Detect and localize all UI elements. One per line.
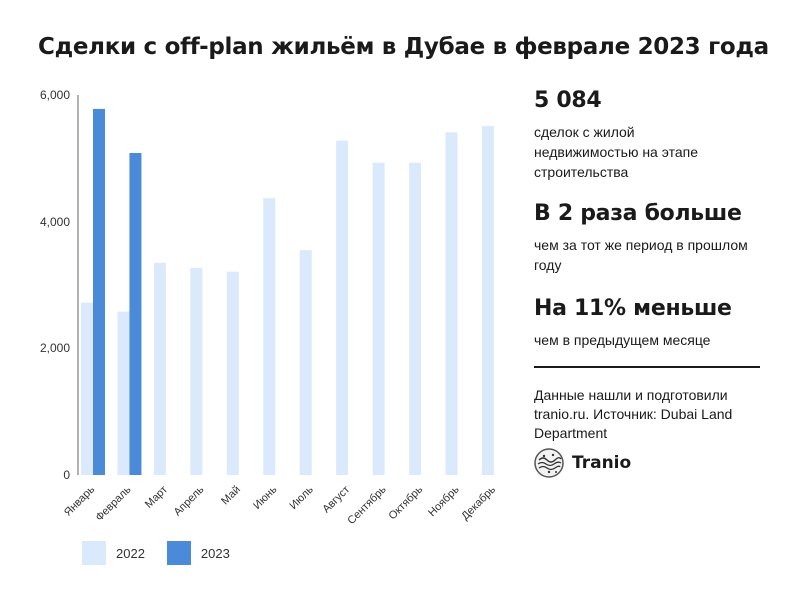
y-tick-label: 4,000 xyxy=(40,215,70,229)
bar-2022-3 xyxy=(153,262,166,475)
stat-deals: 5 084 сделок с жилой недвижимостью на эт… xyxy=(534,86,774,182)
x-tick-label: Апрель xyxy=(172,483,207,518)
legend-item-2022: 2022 xyxy=(82,541,145,565)
x-tick-label: Февраль xyxy=(93,483,133,523)
stat-mom: На 11% меньше чем в предыдущем месяце xyxy=(534,294,774,350)
legend-label-2023: 2023 xyxy=(200,545,230,561)
stat-value: На 11% меньше xyxy=(534,296,732,321)
x-tick-label: Декабрь xyxy=(459,483,498,522)
x-tick-label: Ноябрь xyxy=(426,483,462,519)
legend-item-2023: 2023 xyxy=(166,541,230,565)
x-tick-label: Март xyxy=(143,484,170,511)
divider xyxy=(534,366,760,368)
legend-swatch-2023 xyxy=(166,541,191,565)
bar-2022-5 xyxy=(226,271,239,475)
bar-2022-1 xyxy=(81,302,93,475)
x-tick-label: Сентябрь xyxy=(345,483,389,527)
stat-value: 5 084 xyxy=(534,88,602,113)
x-tick-label: Май xyxy=(219,484,243,508)
stat-yoy: В 2 раза больше чем за тот же период в п… xyxy=(534,199,774,275)
bar-2022-7 xyxy=(299,250,312,475)
stat-description: чем в предыдущем месяце xyxy=(534,332,711,348)
stats-panel: 5 084 сделок с жилой недвижимостью на эт… xyxy=(534,86,774,350)
y-tick-label: 6,000 xyxy=(40,88,70,102)
legend-label-2022: 2022 xyxy=(116,545,145,561)
bar-2022-9 xyxy=(372,162,385,475)
brand: Tranio xyxy=(534,448,631,478)
stat-description: сделок с жилой недвижимостью на этапе ст… xyxy=(534,124,698,180)
y-tick-label: 0 xyxy=(63,468,70,482)
stat-value: В 2 раза больше xyxy=(534,201,742,226)
x-tick-label: Июнь xyxy=(251,483,279,511)
brand-name: Tranio xyxy=(572,453,632,473)
x-tick-label: Июль xyxy=(287,483,316,512)
y-tick-label: 2,000 xyxy=(40,341,70,355)
legend: 2022 2023 xyxy=(82,540,252,566)
bar-2022-2 xyxy=(117,311,130,475)
x-tick-label: Октябрь xyxy=(387,483,426,522)
tranio-logo-icon xyxy=(534,448,564,478)
bar-2022-8 xyxy=(336,140,349,475)
bars-group xyxy=(81,108,494,476)
bar-2022-10 xyxy=(409,162,422,475)
x-tick-label: Август xyxy=(320,484,352,516)
bar-2022-11 xyxy=(445,132,458,475)
stat-description: чем за тот же период в прошлом году xyxy=(534,237,748,273)
chart-title: Сделки с off-plan жильём в Дубае в февра… xyxy=(38,34,769,60)
legend-swatch-2022 xyxy=(82,541,106,565)
bar-2022-4 xyxy=(190,267,203,475)
bar-2023-1 xyxy=(93,108,105,476)
source-note: Данные нашли и подготовили tranio.ru. Ис… xyxy=(534,387,733,441)
bar-2022-6 xyxy=(263,198,276,476)
x-tick-label: Январь xyxy=(62,483,97,518)
bar-2023-2 xyxy=(129,153,142,475)
bar-2022-12 xyxy=(481,126,494,475)
